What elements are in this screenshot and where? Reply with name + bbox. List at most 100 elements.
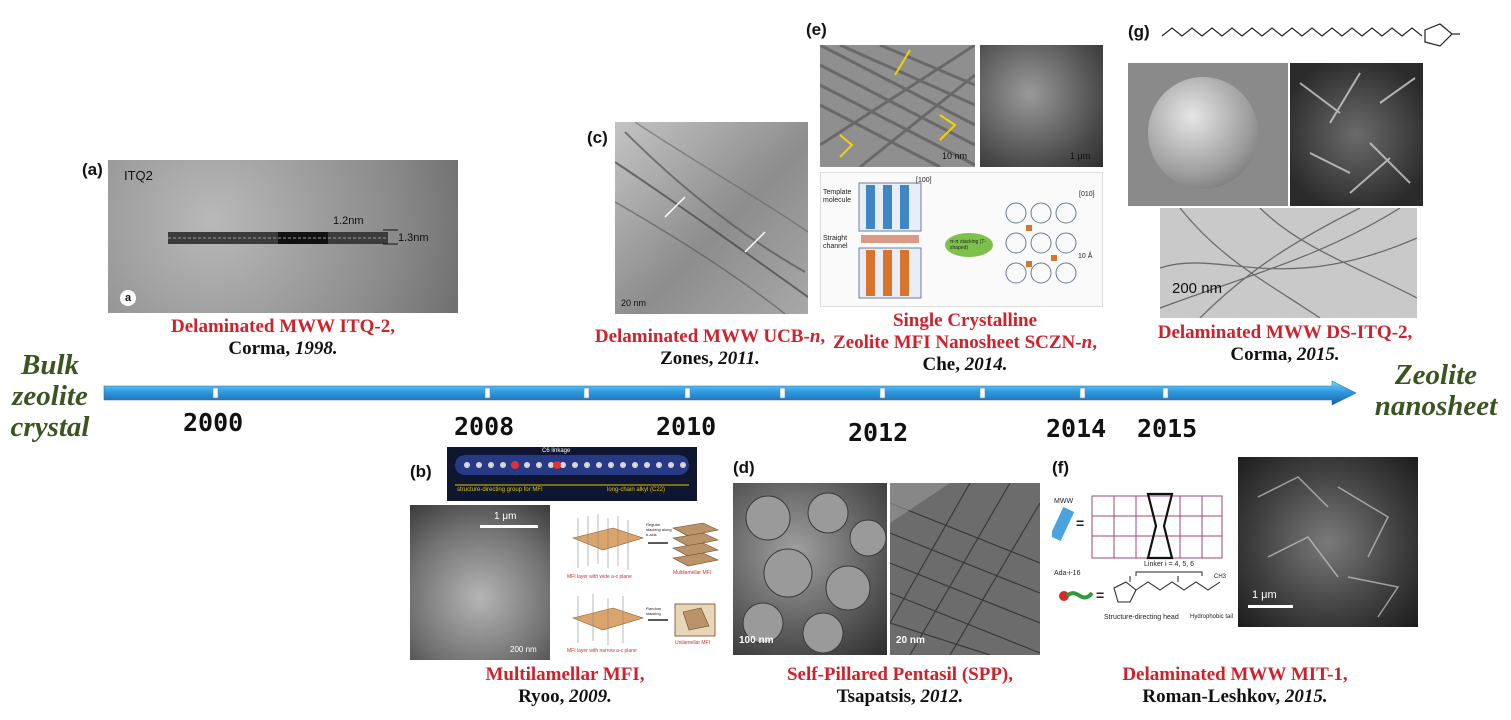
panel-f-schematic-drawing: = = <box>1052 492 1223 603</box>
panel-b-mfi-layer-1-text: MFI layer with wide a-c plane <box>567 574 632 580</box>
panel-f-mww-sheet-icon <box>1052 506 1075 542</box>
panel-e-scale-2: 1 μm <box>1070 151 1091 161</box>
panel-c-layer-streaks <box>615 122 808 314</box>
panel-e-lattice <box>820 45 975 167</box>
panel-g-sem-image-2 <box>1290 63 1423 206</box>
panel-b-scale-2: 200 nm <box>510 645 537 654</box>
panel-a-dim-2: 1.3nm <box>398 232 429 244</box>
panel-a-title-text: ITQ2 <box>124 168 153 183</box>
panel-c-tem-image: 20 nm <box>615 122 808 314</box>
panel-g-caption: Delaminated MWW DS-ITQ-2, Corma, 2015. <box>1140 322 1430 366</box>
panel-f-mww-text: MWW <box>1054 498 1074 505</box>
panel-e-axis-1: [100] <box>916 177 932 184</box>
tick-2014 <box>1079 387 1086 399</box>
panel-f-mww-framework <box>1091 495 1223 559</box>
panel-b-label: (b) <box>410 462 432 481</box>
panel-c-caption-title-plain: Delaminated MWW UCB- <box>594 326 810 347</box>
panel-d-particles <box>742 492 887 654</box>
panel-e-caption-year: 2014. <box>964 354 1008 375</box>
tick-2011 <box>779 387 786 399</box>
panel-g-caption-credit: Corma, 2015. <box>1140 344 1430 366</box>
panel-c-caption-title: Delaminated MWW UCB-n, <box>575 326 845 348</box>
panel-g-caption-title: Delaminated MWW DS-ITQ-2, <box>1157 322 1413 343</box>
panel-a-caption-author: Corma, <box>228 338 295 359</box>
panel-b-stacking-diagram: Regular stacking along b-axis Multilamel… <box>553 508 723 660</box>
tick-2008 <box>484 387 491 399</box>
panel-e-tem-image: 10 nm <box>820 45 975 167</box>
panel-d-label: (d) <box>733 458 755 477</box>
panel-e-label: (e) <box>806 20 827 39</box>
panel-e-axis-2: [010] <box>1079 191 1095 198</box>
svg-text:=: = <box>1096 587 1104 603</box>
panel-c-caption-author: Zones, <box>660 348 719 369</box>
panel-d-caption: Self-Pillared Pentasil (SPP), Tsapatsis,… <box>750 664 1050 708</box>
panel-g-label: (g) <box>1128 22 1150 41</box>
panel-b-unilamellar-text: Unilamellar MFI <box>675 640 711 646</box>
panel-b-caption: Multilamellar MFI, Ryoo, 2009. <box>420 664 710 708</box>
panel-e-caption-line-2-end: , <box>1092 332 1097 353</box>
panel-c-caption-title-end: , <box>820 326 826 347</box>
panel-b-stacking-drawing <box>572 514 719 645</box>
tick-2000 <box>212 387 219 399</box>
panel-g-sem-image-1 <box>1128 63 1288 206</box>
year-2008: 2008 <box>454 412 515 441</box>
panel-f-caption: Delaminated MWW MIT-1, Roman-Leshkov, 20… <box>1090 664 1380 708</box>
panel-f-caption-credit: Roman-Leshkov, 2015. <box>1090 686 1380 708</box>
right-side-line-1: Zeolite <box>1394 359 1478 391</box>
panel-g-caption-author: Corma, <box>1230 344 1297 365</box>
panel-g-molecule <box>1161 23 1460 47</box>
panel-c-scale: 20 nm <box>621 298 647 308</box>
panel-g-fibers <box>1160 208 1417 318</box>
panel-d-caption-title: Self-Pillared Pentasil (SPP), <box>786 664 1014 685</box>
left-side-line-2: zeolite <box>12 380 88 412</box>
panel-b-caption-year: 2009. <box>569 686 612 707</box>
year-2010: 2010 <box>656 412 717 441</box>
panel-f-ch3-text: CH3 <box>1214 574 1227 580</box>
panel-e-template-text: Template molecule <box>823 189 852 204</box>
tick-2012 <box>879 387 886 399</box>
panel-b-random-text: Random stacking <box>646 606 662 616</box>
left-side-label: Bulk zeolite crystal <box>0 350 100 443</box>
panel-b-molecule-drawing <box>455 455 689 486</box>
tick-2010 <box>684 387 691 399</box>
svg-text:=: = <box>1076 515 1084 531</box>
panel-e-caption-line-2-italic: n <box>1081 332 1093 353</box>
panel-g-particle <box>1148 77 1258 189</box>
panel-b-molecule-bar: C6 linkage structure-directing group for… <box>447 447 697 501</box>
panel-a-caption-title: Delaminated MWW ITQ-2, <box>171 316 395 337</box>
right-side-line-2: nanosheet <box>1374 390 1498 422</box>
panel-f-tail-text: Hydrophobic tail <box>1190 614 1234 620</box>
panel-b-multilamellar-text: Multilamellar MFI <box>673 570 712 576</box>
panel-e-caption-line-2-plain: Zeolite MFI Nanosheet SCZN- <box>833 332 1082 353</box>
timeline-tick-marks <box>212 387 1169 399</box>
panel-e-sem-image: 1 μm <box>980 45 1103 167</box>
timeline-arrow <box>103 380 1357 406</box>
panel-f-flakes <box>1257 476 1400 618</box>
panel-d-caption-credit: Tsapatsis, 2012. <box>750 686 1050 708</box>
panel-e-caption-author: Che, <box>922 354 965 375</box>
panel-a-tem-image: ITQ2 1.2nm 1.3nm a <box>108 160 458 313</box>
panel-a-caption: Delaminated MWW ITQ-2, Corma, 1998. <box>108 316 458 360</box>
panel-c-label: (c) <box>587 128 608 147</box>
panel-a-dim-1: 1.2nm <box>333 215 364 227</box>
panel-c-caption: Delaminated MWW UCB-n, Zones, 2011. <box>575 326 845 370</box>
panel-e-caption: Single Crystalline Zeolite MFI Nanosheet… <box>830 310 1100 376</box>
panel-d-caption-year: 2012. <box>920 686 964 707</box>
panel-b-bar-right: long-chain alkyl (C22) <box>607 487 666 493</box>
left-side-line-3: crystal <box>10 411 90 443</box>
panel-e-stacking-bubble <box>945 233 993 257</box>
year-2015: 2015 <box>1137 414 1198 443</box>
panel-a-caption-credit: Corma, 1998. <box>108 338 458 360</box>
panel-f-scale-bar <box>1248 605 1293 608</box>
panel-a-label: (a) <box>82 160 103 179</box>
panel-d-tem-image: 20 nm <box>890 483 1040 655</box>
panel-b-caption-credit: Ryoo, 2009. <box>420 686 710 708</box>
panel-g-caption-year: 2015. <box>1296 344 1340 365</box>
panel-a-nanosheet <box>168 229 398 245</box>
panel-b-scale-bar-1 <box>480 525 538 528</box>
panel-f-schematic: = = MWW Ada-i-16 Linker i = 4, 5, 6 CH3 … <box>1052 478 1236 628</box>
tick-2009 <box>583 387 590 399</box>
panel-b-sem-image: 1 μm 200 nm <box>410 505 550 660</box>
tick-2013 <box>979 387 986 399</box>
panel-d-sem-image: 100 nm <box>733 483 887 655</box>
